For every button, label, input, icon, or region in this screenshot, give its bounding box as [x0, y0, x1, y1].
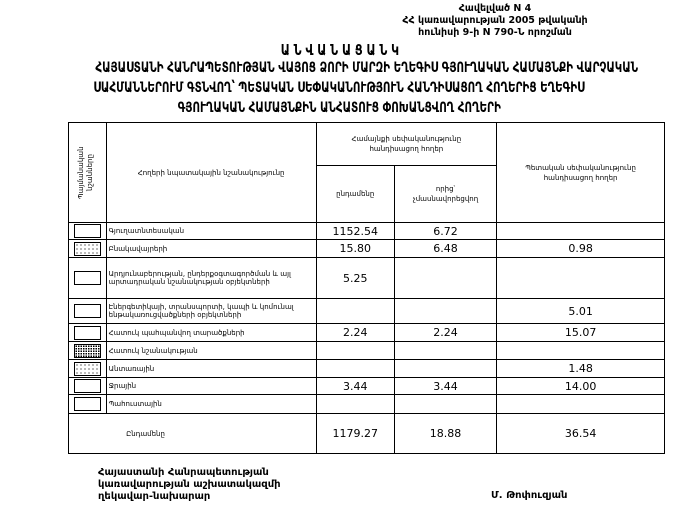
- symbol-cell: [68, 323, 107, 342]
- legend-swatch-icon: [73, 241, 101, 256]
- purpose-cell: Հատուկ պահպանվող տարածքների: [105, 323, 317, 342]
- total-cell: 1152.54: [315, 222, 395, 240]
- state-cell: 1.48: [496, 359, 665, 378]
- symbol-cell: [68, 341, 107, 360]
- signatory-line: Հայաստանի Հանրապետության: [98, 467, 269, 478]
- total-cell: [315, 298, 395, 324]
- purpose-cell: Պահուստային: [105, 394, 317, 414]
- header-non-privatized: որից՝ չմասնավորեցվող: [393, 165, 498, 223]
- state-cell: [496, 341, 665, 360]
- table-row: Բնակավայրերի 15.80 6.48 0.98: [68, 239, 665, 258]
- signatory-title: Հայաստանի Հանրապետության կառավարության ա…: [98, 467, 281, 503]
- non-privatized-cell: 3.44: [393, 377, 498, 395]
- legend-swatch-icon: [73, 361, 101, 376]
- total-cell: 3.44: [315, 377, 395, 395]
- symbol-cell: [68, 257, 107, 299]
- annex-line: Հավելված N 4: [458, 3, 532, 14]
- legend-swatch-icon: [73, 325, 101, 340]
- symbol-cell: [68, 239, 107, 258]
- title-line: ԳՅՈՒՂԱԿԱՆ ՀԱՄԱՅՆՔԻՆ ԱՆՀԱՏՈՒՑ ՓՈԽԱՆՑՎՈՂ Հ…: [0, 100, 679, 116]
- header-state: Պետական սեփականությունը հանդիսացող հողեր: [496, 122, 665, 223]
- header-symbols: Պայմանական նշանները: [68, 122, 107, 223]
- totals-total: 1179.27: [315, 413, 395, 454]
- non-privatized-cell: 6.72: [393, 222, 498, 240]
- non-privatized-cell: [393, 298, 498, 324]
- table-row: Հատուկ նշանակության: [68, 341, 665, 360]
- title-text: ՀԱՅԱՍՏԱՆԻ ՀԱՆՐԱՊԵՏՈՒԹՅԱՆ ՎԱՅՈՑ ՁՈՐԻ ՄԱՐԶ…: [95, 60, 639, 76]
- annex-note: Հավելված N 4 ՀՀ կառավարության 2005 թվակա…: [380, 3, 610, 39]
- annex-line: հունիսի 9-ի N 790-Ն որոշման: [418, 27, 572, 38]
- title-line: ՍԱՀՄԱՆՆԵՐՈՒՄ ԳՏՆՎՈՂ՝ ՊԵՏԱԿԱՆ ՍԵՓԱԿԱՆՈՒԹՅ…: [0, 80, 679, 96]
- symbol-cell: [68, 377, 107, 395]
- purpose-cell: Հատուկ նշանակության: [105, 341, 317, 360]
- purpose-cell: Էներգետիկայի, տրանսպորտի, կապի և կոմունա…: [105, 298, 317, 324]
- total-cell: 5.25: [315, 257, 395, 299]
- state-cell: 0.98: [496, 239, 665, 258]
- total-cell: [315, 394, 395, 414]
- legend-swatch-icon: [73, 343, 101, 358]
- totals-row: Ընդամենը 1179.27 18.88 36.54: [68, 413, 665, 454]
- non-privatized-cell: [393, 394, 498, 414]
- symbol-cell: [68, 222, 107, 240]
- non-privatized-cell: [393, 257, 498, 299]
- table-row: Պահուստային: [68, 394, 665, 414]
- header-total: ընդամենը: [315, 165, 395, 223]
- state-cell: [496, 394, 665, 414]
- total-cell: [315, 359, 395, 378]
- document-heading: Ա Ն Վ Ա Ն Ա Ց Ա Ն Կ: [0, 41, 679, 59]
- land-table: Պայմանական նշանները Հողերի նպատակային նշ…: [68, 122, 665, 454]
- symbol-cell: [68, 394, 107, 414]
- table-row: Անտառային 1.48: [68, 359, 665, 378]
- totals-label: Ընդամենը: [106, 413, 317, 454]
- header-text: Պայմանական նշանները: [77, 146, 95, 199]
- header-purpose: Հողերի նպատակային նշանակությունը: [105, 122, 317, 223]
- state-cell: 15.07: [496, 323, 665, 342]
- table-row: Արդյունաբերության, ընդերքօգտագործման և ա…: [68, 257, 665, 299]
- non-privatized-cell: [393, 341, 498, 360]
- signatory-line: կառավարության աշխատակազմի: [98, 479, 281, 490]
- state-cell: 5.01: [496, 298, 665, 324]
- totals-non-privatized: 18.88: [393, 413, 498, 454]
- table-row: Հատուկ պահպանվող տարածքների 2.24 2.24 15…: [68, 323, 665, 342]
- symbol-cell: [68, 359, 107, 378]
- legend-swatch-icon: [73, 224, 101, 238]
- legend-swatch-icon: [73, 304, 101, 318]
- header-community: Համայնքի սեփականությունը հանդիսացող հողե…: [315, 122, 498, 166]
- non-privatized-cell: [393, 359, 498, 378]
- table-row: Գյուղատնտեսական 1152.54 6.72: [68, 222, 665, 240]
- totals-state: 36.54: [496, 413, 665, 454]
- signatory-name: Մ. Թոփուզյան: [491, 490, 568, 501]
- table-row: Ջրային 3.44 3.44 14.00: [68, 377, 665, 395]
- purpose-cell: Բնակավայրերի: [105, 239, 317, 258]
- title-text: ԳՅՈՒՂԱԿԱՆ ՀԱՄԱՅՆՔԻՆ ԱՆՀԱՏՈՒՑ ՓՈԽԱՆՑՎՈՂ Հ…: [177, 100, 502, 116]
- legend-swatch-icon: [73, 379, 101, 393]
- legend-swatch-icon: [73, 397, 101, 411]
- total-cell: 2.24: [315, 323, 395, 342]
- annex-line: ՀՀ կառավարության 2005 թվականի: [402, 15, 588, 26]
- symbol-cell: [68, 298, 107, 324]
- title-line: ՀԱՅԱՍՏԱՆԻ ՀԱՆՐԱՊԵՏՈՒԹՅԱՆ ՎԱՅՈՑ ՁՈՐԻ ՄԱՐԶ…: [0, 60, 679, 76]
- purpose-cell: Արդյունաբերության, ընդերքօգտագործման և ա…: [105, 257, 317, 299]
- total-cell: [315, 341, 395, 360]
- non-privatized-cell: 6.48: [393, 239, 498, 258]
- signatory-line: ղեկավար-նախարար: [98, 491, 211, 502]
- state-cell: [496, 257, 665, 299]
- total-cell: 15.80: [315, 239, 395, 258]
- non-privatized-cell: 2.24: [393, 323, 498, 342]
- table-row: Էներգետիկայի, տրանսպորտի, կապի և կոմունա…: [68, 298, 665, 324]
- purpose-cell: Անտառային: [105, 359, 317, 378]
- purpose-cell: Ջրային: [105, 377, 317, 395]
- state-cell: 14.00: [496, 377, 665, 395]
- heading-text: Ա Ն Վ Ա Ն Ա Ց Ա Ն Կ: [280, 41, 399, 59]
- empty-cell: [68, 413, 107, 454]
- legend-swatch-icon: [73, 271, 101, 285]
- state-cell: [496, 222, 665, 240]
- purpose-cell: Գյուղատնտեսական: [105, 222, 317, 240]
- title-text: ՍԱՀՄԱՆՆԵՐՈՒՄ ԳՏՆՎՈՂ՝ ՊԵՏԱԿԱՆ ՍԵՓԱԿԱՆՈՒԹՅ…: [93, 80, 586, 96]
